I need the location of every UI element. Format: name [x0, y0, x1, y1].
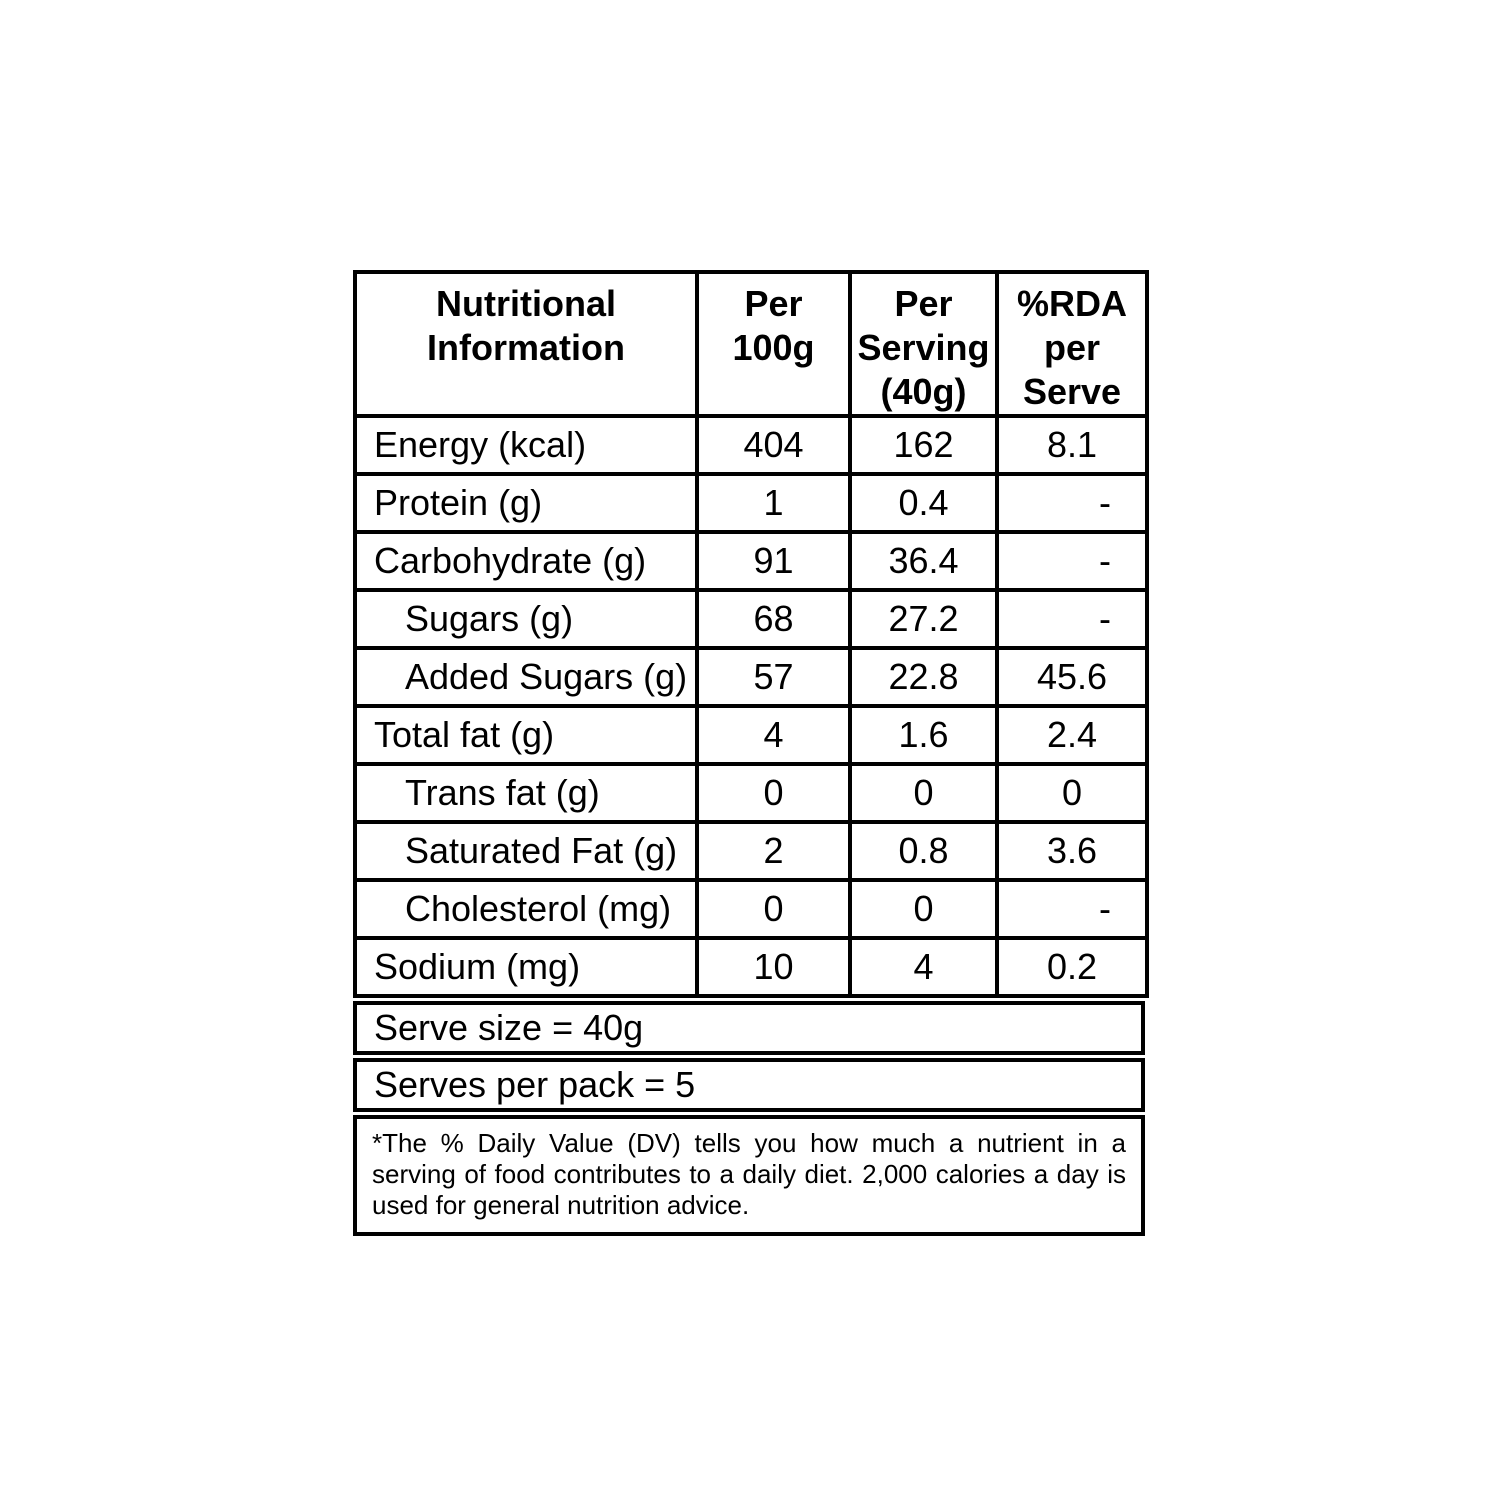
value-per-serving: 0 [848, 877, 999, 940]
value-rda: - [995, 471, 1149, 534]
nutrient-label: Total fat (g) [353, 703, 699, 766]
value-per-serving: 36.4 [848, 529, 999, 592]
row-sugars: Sugars (g) 68 27.2 - [353, 587, 1149, 650]
nutrient-label: Cholesterol (mg) [353, 877, 699, 940]
value-rda: 45.6 [995, 645, 1149, 708]
col-header-rda-per-serve: %RDA per Serve [995, 270, 1149, 418]
value-per-serving: 162 [848, 413, 999, 476]
value-per-100g: 57 [695, 645, 852, 708]
value-per-serving: 27.2 [848, 587, 999, 650]
serve-size-note: Serve size = 40g [353, 1000, 1145, 1055]
row-cholesterol: Cholesterol (mg) 0 0 - [353, 877, 1149, 940]
row-saturated-fat: Saturated Fat (g) 2 0.8 3.6 [353, 819, 1149, 882]
value-rda: 0 [995, 761, 1149, 824]
nutrient-label: Protein (g) [353, 471, 699, 534]
row-energy: Energy (kcal) 404 162 8.1 [353, 413, 1149, 476]
col-header-per-serving: Per Serving (40g) [848, 270, 999, 418]
daily-value-footnote: *The % Daily Value (DV) tells you how mu… [353, 1114, 1145, 1237]
row-protein: Protein (g) 1 0.4 - [353, 471, 1149, 534]
value-per-serving: 0 [848, 761, 999, 824]
value-per-serving: 0.4 [848, 471, 999, 534]
value-per-100g: 10 [695, 935, 852, 998]
header-row: Nutritional Information Per 100g Per Ser… [353, 270, 1149, 418]
value-per-100g: 68 [695, 587, 852, 650]
value-rda: 3.6 [995, 819, 1149, 882]
nutrient-label: Carbohydrate (g) [353, 529, 699, 592]
nutrition-label: Nutritional Information Per 100g Per Ser… [353, 270, 1149, 1237]
footnote-line: *The % Daily Value (DV) tells you how mu… [372, 1127, 1126, 1158]
nutrient-label: Saturated Fat (g) [353, 819, 699, 882]
nutrient-label: Trans fat (g) [353, 761, 699, 824]
value-per-100g: 404 [695, 413, 852, 476]
value-rda: - [995, 529, 1149, 592]
value-per-100g: 0 [695, 877, 852, 940]
value-per-100g: 1 [695, 471, 852, 534]
row-sodium: Sodium (mg) 10 4 0.2 [353, 935, 1149, 998]
footnote-line: serving of food contributes to a daily d… [372, 1158, 1126, 1189]
value-per-serving: 22.8 [848, 645, 999, 708]
nutrient-label: Sugars (g) [353, 587, 699, 650]
row-total-fat: Total fat (g) 4 1.6 2.4 [353, 703, 1149, 766]
value-rda: 8.1 [995, 413, 1149, 476]
col-header-nutritional-information: Nutritional Information [353, 270, 699, 418]
nutrient-label: Energy (kcal) [353, 413, 699, 476]
nutrient-label: Sodium (mg) [353, 935, 699, 998]
value-per-100g: 4 [695, 703, 852, 766]
value-per-100g: 91 [695, 529, 852, 592]
value-rda: - [995, 587, 1149, 650]
row-carbohydrate: Carbohydrate (g) 91 36.4 - [353, 529, 1149, 592]
nutrient-label: Added Sugars (g) [353, 645, 699, 708]
value-rda: - [995, 877, 1149, 940]
value-per-serving: 4 [848, 935, 999, 998]
value-per-100g: 2 [695, 819, 852, 882]
value-rda: 0.2 [995, 935, 1149, 998]
value-per-serving: 1.6 [848, 703, 999, 766]
value-per-serving: 0.8 [848, 819, 999, 882]
nutrition-table: Nutritional Information Per 100g Per Ser… [353, 270, 1149, 998]
serves-per-pack-note: Serves per pack = 5 [353, 1057, 1145, 1112]
col-header-per-100g: Per 100g [695, 270, 852, 418]
value-rda: 2.4 [995, 703, 1149, 766]
serve-size-text: Serve size = 40g [374, 1006, 644, 1048]
footnote-line: used for general nutrition advice. [372, 1190, 750, 1221]
serves-per-pack-text: Serves per pack = 5 [374, 1063, 696, 1105]
row-added-sugars: Added Sugars (g) 57 22.8 45.6 [353, 645, 1149, 708]
value-per-100g: 0 [695, 761, 852, 824]
row-trans-fat: Trans fat (g) 0 0 0 [353, 761, 1149, 824]
